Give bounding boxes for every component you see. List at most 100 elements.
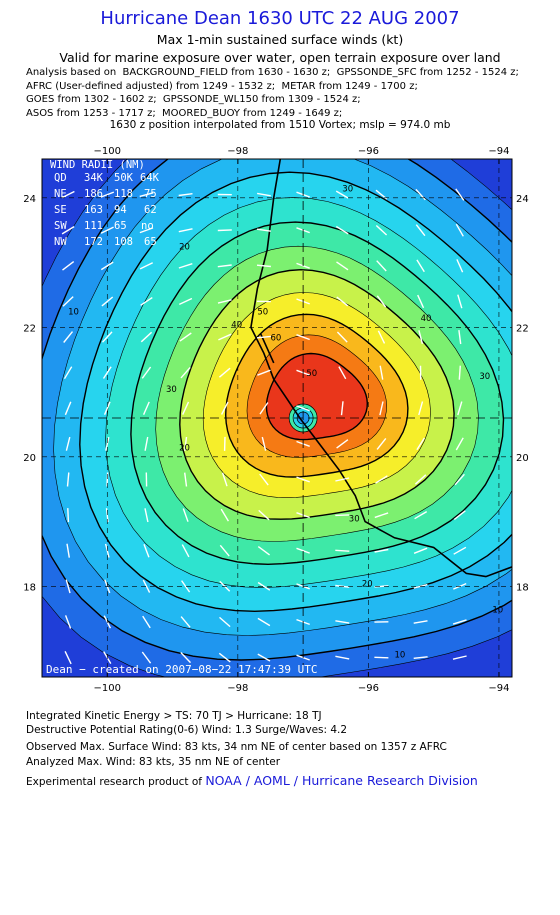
wind-barb (180, 366, 191, 379)
latitude-tick-label: 20 (516, 453, 529, 464)
wind-barb (261, 436, 267, 451)
wind-barb (139, 262, 154, 270)
analysis-sources: Analysis based on BACKGROUND_FIELD from … (26, 66, 519, 120)
wind-barb (143, 543, 150, 558)
latitude-tick-label: 20 (23, 453, 36, 464)
wind-barb (414, 510, 428, 520)
wind-radii-table: WIND RADII (NM) QD 34K 50K 64K NE 186 11… (50, 159, 160, 248)
contour-label: 10 (492, 605, 503, 615)
wind-barb (142, 401, 150, 415)
wind-barb (376, 260, 387, 272)
wind-radii-quadrant: SW (54, 220, 67, 232)
wind-barb (457, 294, 463, 309)
wind-barb (335, 477, 350, 482)
wind-barb (413, 547, 428, 554)
contour-label: 30 (166, 385, 177, 395)
wind-barb (178, 263, 193, 269)
wind-barb (452, 655, 467, 660)
analysis-line: GOES from 1302 - 1602 z; GPSSONDE_WL150 … (26, 94, 361, 105)
wind-barb (220, 401, 229, 415)
wind-field: 30 20 10 10 50 60 40 30 20 30 40 50 30 20 10 20 10 (42, 159, 512, 677)
isotach-line (105, 197, 512, 588)
wind-barb (374, 585, 389, 588)
wind-barb (217, 299, 232, 304)
wind-barb (256, 228, 271, 232)
wind-barb (100, 226, 114, 234)
wind-barb (257, 581, 271, 591)
wind-barb (336, 331, 348, 343)
wind-barb (376, 437, 387, 450)
longitude-tick-label: −94 (488, 683, 509, 694)
wind-radii-value: 108 (114, 236, 133, 248)
analysis-line: Analysis based on BACKGROUND_FIELD from … (26, 67, 519, 78)
wind-barb (336, 439, 349, 449)
contour-label: 30 (349, 515, 360, 525)
wind-radii-value: 163 (84, 204, 103, 216)
wind-analysis-map: 30 20 10 10 50 60 40 30 20 30 40 50 30 20 10 20 10 −100 −… (23, 146, 529, 694)
map-frame (41, 158, 513, 678)
wind-barb (374, 656, 389, 659)
wind-barb (296, 476, 310, 483)
wind-barb (182, 508, 189, 522)
longitude-tick-label: −96 (358, 683, 379, 694)
wind-barb (418, 330, 424, 344)
wind-barb (100, 191, 115, 198)
longitude-tick-label: −100 (94, 683, 121, 694)
wind-barb (413, 620, 428, 624)
wind-radii-value: 111 (84, 220, 103, 232)
wind-barb (101, 296, 114, 307)
wind-barb (379, 365, 384, 380)
wind-barb (257, 369, 271, 376)
wind-radii-col: 64K (140, 172, 160, 184)
wind-barb (257, 546, 271, 556)
isotach-line (42, 159, 512, 661)
wind-barb (63, 331, 74, 343)
wind-radii-value: 65 (114, 220, 127, 232)
wind-barb (416, 259, 425, 273)
wind-barb (374, 512, 389, 519)
wind-barb (142, 615, 151, 629)
wind-barb (67, 508, 70, 523)
wind-barb (454, 473, 465, 486)
wind-barb (377, 330, 386, 344)
wind-barb (178, 193, 193, 197)
wind-barb (221, 472, 228, 487)
wind-barb (455, 437, 464, 451)
wind-radii-value: 75 (144, 188, 157, 200)
wind-barb (62, 261, 75, 271)
wind-barb (417, 294, 425, 309)
wind-barb (456, 259, 464, 273)
wind-barb (65, 436, 71, 451)
wind-barb (61, 190, 75, 199)
wind-barb (338, 366, 347, 380)
longitude-tick-label: −96 (358, 146, 379, 157)
isotach-line (155, 245, 479, 542)
validity-note: Valid for marine exposure over water, op… (59, 50, 501, 65)
contour-label: 50 (257, 307, 268, 317)
hrd-link[interactable]: NOAA / AOML / Hurricane Research Divisio… (205, 773, 478, 788)
wind-barb (63, 366, 73, 380)
longitude-tick-label: −98 (227, 683, 248, 694)
wind-barb (259, 402, 269, 415)
wind-barb (139, 192, 154, 198)
wind-radii-value: 172 (84, 236, 103, 248)
contour-label: 40 (421, 314, 432, 324)
wind-barb (64, 615, 72, 629)
wind-barb (180, 652, 192, 664)
wind-barb (335, 655, 350, 660)
contour-label: 30 (479, 372, 490, 382)
wind-barb (179, 332, 192, 342)
contour-label: 20 (179, 443, 190, 453)
contour-label: 10 (395, 651, 406, 661)
wind-barb (453, 510, 466, 520)
latitude-tick-label: 24 (23, 194, 36, 205)
wind-radii-col: 34K (84, 172, 104, 184)
wind-barb (296, 334, 310, 341)
wind-barb (218, 367, 231, 378)
wind-barb (256, 335, 271, 339)
wind-barb (139, 227, 154, 234)
wind-barb (453, 546, 467, 555)
wind-barb (140, 297, 153, 306)
wind-barb (335, 190, 349, 199)
wind-barb (336, 261, 349, 271)
